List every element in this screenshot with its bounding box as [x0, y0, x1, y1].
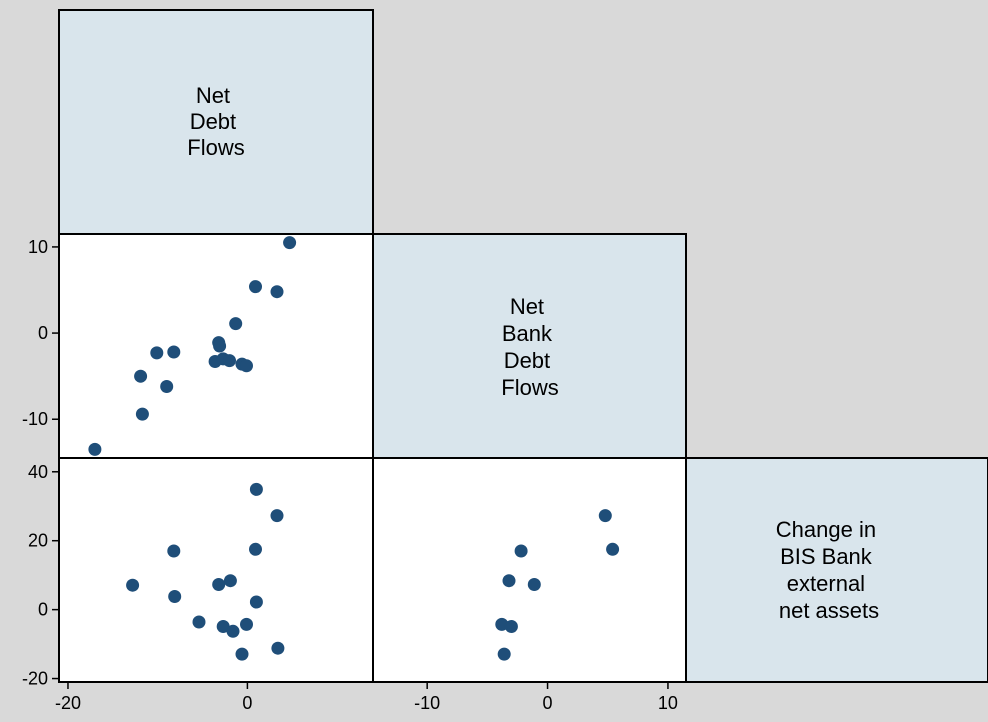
scatter-point-ndf-bis-8	[235, 647, 249, 661]
scatter-point-ndf-nbdf-1	[135, 407, 149, 421]
scatter-point-nbdf-bis-4	[514, 544, 528, 558]
scatter-point-ndf-bis-4	[212, 578, 226, 591]
variable-label-bis-line-3: external	[787, 571, 865, 596]
axes-layer: -20 0 -10 0 10 -10 0 10 -20 0 20 40	[22, 237, 678, 713]
scatter-point-ndf-nbdf-13	[240, 359, 253, 373]
ytick-label-bis-3: 40	[28, 462, 48, 482]
scatter-point-ndf-bis-13	[270, 509, 284, 523]
ytick-label-bis-1: 0	[38, 600, 48, 620]
ytick-label-bis-2: 20	[28, 531, 48, 551]
xtick-label-nbdf-1: 0	[543, 693, 553, 713]
variable-label-bis: Change in BIS Bank external net assets	[776, 517, 882, 623]
scatter-point-ndf-bis-9	[240, 617, 253, 631]
scatter-point-nbdf-bis-2	[502, 574, 516, 588]
variable-label-bis-line-4: net assets	[779, 598, 879, 623]
scatter-point-ndf-nbdf-0	[88, 442, 102, 456]
scatter-point-ndf-bis-1	[167, 544, 181, 558]
xtick-label-ndf-1: 0	[242, 693, 252, 713]
scatter-point-ndf-nbdf-10	[223, 354, 236, 368]
scatter-point-ndf-bis-2	[168, 590, 182, 603]
scatter-point-ndf-bis-0	[126, 578, 140, 592]
scatter-point-ndf-bis-6	[223, 574, 237, 588]
xtick-label-nbdf-0: -10	[414, 693, 440, 713]
variable-label-ndf-line-3: Flows	[187, 135, 244, 160]
variable-label-nbdf-line-1: Net	[510, 294, 544, 319]
diag-cell-bis	[685, 457, 988, 683]
variable-label-nbdf-line-3: Debt	[504, 348, 550, 373]
scatter-point-ndf-bis-5	[216, 620, 230, 633]
scatter-point-ndf-bis-3	[192, 615, 206, 629]
ytick-label-nbdf-0: -10	[22, 409, 48, 429]
scatter-point-nbdf-bis-6	[598, 509, 612, 523]
scatter-point-ndf-nbdf-14	[249, 280, 262, 294]
scatter-point-ndf-bis-12	[249, 595, 263, 609]
scatter-point-ndf-nbdf-8	[213, 339, 227, 353]
ytick-label-nbdf-1: 0	[38, 323, 48, 343]
scatter-point-ndf-bis-11	[249, 482, 263, 496]
xtick-label-ndf-0: -20	[55, 693, 81, 713]
variable-label-nbdf-line-4: Flows	[501, 375, 558, 400]
scatter-point-ndf-bis-14	[271, 641, 285, 655]
diag-cell-nbdf	[372, 233, 687, 459]
scatter-point-nbdf-bis-1	[497, 647, 511, 661]
scatter-point-ndf-nbdf-11	[229, 317, 243, 331]
diag-cell-ndf	[58, 9, 374, 235]
xtick-label-nbdf-2: 10	[658, 693, 678, 713]
scatter-point-ndf-bis-10	[249, 542, 262, 556]
variable-label-ndf-line-2: Debt	[190, 109, 236, 134]
scatter-point-ndf-nbdf-5	[167, 345, 181, 359]
scatter-point-ndf-nbdf-2	[134, 369, 148, 383]
scatter-point-nbdf-bis-3	[504, 620, 518, 633]
scatter-point-ndf-nbdf-3	[150, 346, 164, 360]
variable-label-bis-line-2: BIS Bank	[780, 544, 873, 569]
ytick-label-nbdf-2: 10	[28, 237, 48, 257]
points-layer	[88, 236, 620, 661]
scatter-point-ndf-bis-7	[226, 624, 240, 638]
variable-label-ndf: Net Debt Flows	[187, 83, 244, 160]
variable-label-ndf-line-1: Net	[196, 83, 230, 108]
scatter-point-ndf-nbdf-15	[270, 285, 284, 299]
panel-nbdf-bis	[372, 457, 687, 683]
panel-ndf-bis	[58, 457, 374, 683]
ytick-label-bis-0: -20	[22, 669, 48, 689]
variable-label-bis-line-1: Change in	[776, 517, 876, 542]
variable-label-nbdf: Net Bank Debt Flows	[501, 294, 558, 400]
scatter-point-nbdf-bis-7	[606, 542, 620, 556]
scatter-point-ndf-nbdf-4	[160, 380, 174, 393]
variable-label-nbdf-line-2: Bank	[502, 321, 553, 346]
scatter-point-ndf-nbdf-16	[283, 236, 297, 250]
scatter-point-nbdf-bis-5	[527, 578, 541, 591]
